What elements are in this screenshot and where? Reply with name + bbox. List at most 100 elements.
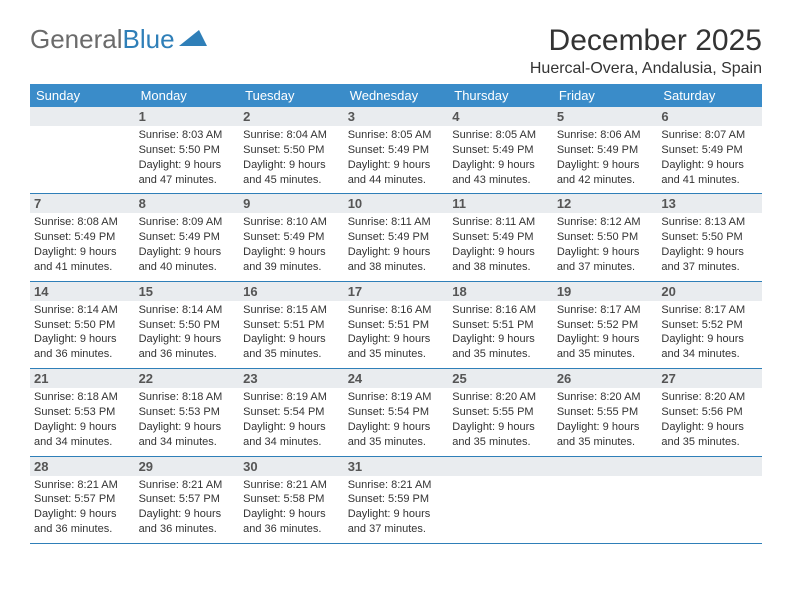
day-number: 12 (553, 194, 658, 213)
day-number: 2 (239, 107, 344, 126)
day-details: Sunrise: 8:16 AMSunset: 5:51 PMDaylight:… (344, 301, 449, 368)
calendar-cell (657, 456, 762, 543)
logo-text-blue: Blue (123, 24, 175, 55)
day-details: Sunrise: 8:13 AMSunset: 5:50 PMDaylight:… (657, 213, 762, 280)
calendar-cell: 3Sunrise: 8:05 AMSunset: 5:49 PMDaylight… (344, 107, 449, 194)
day-number: 29 (135, 457, 240, 476)
day-number: 31 (344, 457, 449, 476)
day-number: 21 (30, 369, 135, 388)
day-details: Sunrise: 8:19 AMSunset: 5:54 PMDaylight:… (344, 388, 449, 455)
calendar-cell: 16Sunrise: 8:15 AMSunset: 5:51 PMDayligh… (239, 281, 344, 368)
day-number: 14 (30, 282, 135, 301)
day-details: Sunrise: 8:10 AMSunset: 5:49 PMDaylight:… (239, 213, 344, 280)
day-number: 15 (135, 282, 240, 301)
logo-text-gray: General (30, 24, 123, 55)
calendar-cell: 2Sunrise: 8:04 AMSunset: 5:50 PMDaylight… (239, 107, 344, 194)
day-number: 18 (448, 282, 553, 301)
day-number: 19 (553, 282, 658, 301)
calendar-cell: 23Sunrise: 8:19 AMSunset: 5:54 PMDayligh… (239, 369, 344, 456)
day-number: 7 (30, 194, 135, 213)
day-number: 17 (344, 282, 449, 301)
day-details: Sunrise: 8:16 AMSunset: 5:51 PMDaylight:… (448, 301, 553, 368)
day-details: Sunrise: 8:06 AMSunset: 5:49 PMDaylight:… (553, 126, 658, 193)
day-details: Sunrise: 8:11 AMSunset: 5:49 PMDaylight:… (448, 213, 553, 280)
day-number: 27 (657, 369, 762, 388)
day-details: Sunrise: 8:21 AMSunset: 5:58 PMDaylight:… (239, 476, 344, 543)
weekday-header: Friday (553, 84, 658, 107)
calendar-cell: 12Sunrise: 8:12 AMSunset: 5:50 PMDayligh… (553, 194, 658, 281)
calendar-header-row: SundayMondayTuesdayWednesdayThursdayFrid… (30, 84, 762, 107)
calendar-cell: 19Sunrise: 8:17 AMSunset: 5:52 PMDayligh… (553, 281, 658, 368)
calendar-cell: 17Sunrise: 8:16 AMSunset: 5:51 PMDayligh… (344, 281, 449, 368)
day-number: 22 (135, 369, 240, 388)
weekday-header: Monday (135, 84, 240, 107)
day-number: 4 (448, 107, 553, 126)
day-details: Sunrise: 8:05 AMSunset: 5:49 PMDaylight:… (344, 126, 449, 193)
day-number: 13 (657, 194, 762, 213)
header: GeneralBlue December 2025 Huercal-Overa,… (30, 24, 762, 78)
calendar-cell: 30Sunrise: 8:21 AMSunset: 5:58 PMDayligh… (239, 456, 344, 543)
calendar-cell (30, 107, 135, 194)
day-details: Sunrise: 8:15 AMSunset: 5:51 PMDaylight:… (239, 301, 344, 368)
day-number: 16 (239, 282, 344, 301)
logo: GeneralBlue (30, 24, 207, 55)
day-details: Sunrise: 8:08 AMSunset: 5:49 PMDaylight:… (30, 213, 135, 280)
daynum-empty (30, 107, 135, 126)
calendar-cell: 1Sunrise: 8:03 AMSunset: 5:50 PMDaylight… (135, 107, 240, 194)
calendar-cell: 31Sunrise: 8:21 AMSunset: 5:59 PMDayligh… (344, 456, 449, 543)
weekday-header: Wednesday (344, 84, 449, 107)
calendar-cell (448, 456, 553, 543)
day-details: Sunrise: 8:12 AMSunset: 5:50 PMDaylight:… (553, 213, 658, 280)
calendar-cell: 10Sunrise: 8:11 AMSunset: 5:49 PMDayligh… (344, 194, 449, 281)
calendar-cell: 13Sunrise: 8:13 AMSunset: 5:50 PMDayligh… (657, 194, 762, 281)
calendar-cell: 5Sunrise: 8:06 AMSunset: 5:49 PMDaylight… (553, 107, 658, 194)
daynum-empty (553, 457, 658, 476)
day-details: Sunrise: 8:21 AMSunset: 5:57 PMDaylight:… (30, 476, 135, 543)
location: Huercal-Overa, Andalusia, Spain (530, 60, 762, 78)
day-number: 8 (135, 194, 240, 213)
day-number: 10 (344, 194, 449, 213)
day-number: 24 (344, 369, 449, 388)
month-title: December 2025 (530, 24, 762, 58)
day-details: Sunrise: 8:14 AMSunset: 5:50 PMDaylight:… (135, 301, 240, 368)
day-details: Sunrise: 8:18 AMSunset: 5:53 PMDaylight:… (135, 388, 240, 455)
day-number: 3 (344, 107, 449, 126)
day-details: Sunrise: 8:17 AMSunset: 5:52 PMDaylight:… (657, 301, 762, 368)
calendar-body: 1Sunrise: 8:03 AMSunset: 5:50 PMDaylight… (30, 107, 762, 543)
daytext-empty (448, 476, 553, 536)
day-details: Sunrise: 8:04 AMSunset: 5:50 PMDaylight:… (239, 126, 344, 193)
calendar-cell: 11Sunrise: 8:11 AMSunset: 5:49 PMDayligh… (448, 194, 553, 281)
daytext-empty (553, 476, 658, 536)
calendar-cell: 28Sunrise: 8:21 AMSunset: 5:57 PMDayligh… (30, 456, 135, 543)
calendar-cell: 4Sunrise: 8:05 AMSunset: 5:49 PMDaylight… (448, 107, 553, 194)
day-details: Sunrise: 8:17 AMSunset: 5:52 PMDaylight:… (553, 301, 658, 368)
day-details: Sunrise: 8:19 AMSunset: 5:54 PMDaylight:… (239, 388, 344, 455)
day-details: Sunrise: 8:20 AMSunset: 5:55 PMDaylight:… (553, 388, 658, 455)
day-number: 30 (239, 457, 344, 476)
calendar-cell: 15Sunrise: 8:14 AMSunset: 5:50 PMDayligh… (135, 281, 240, 368)
calendar-cell: 24Sunrise: 8:19 AMSunset: 5:54 PMDayligh… (344, 369, 449, 456)
day-details: Sunrise: 8:07 AMSunset: 5:49 PMDaylight:… (657, 126, 762, 193)
day-number: 23 (239, 369, 344, 388)
day-details: Sunrise: 8:03 AMSunset: 5:50 PMDaylight:… (135, 126, 240, 193)
calendar-cell (553, 456, 658, 543)
calendar-cell: 25Sunrise: 8:20 AMSunset: 5:55 PMDayligh… (448, 369, 553, 456)
calendar-cell: 14Sunrise: 8:14 AMSunset: 5:50 PMDayligh… (30, 281, 135, 368)
day-number: 28 (30, 457, 135, 476)
day-details: Sunrise: 8:21 AMSunset: 5:57 PMDaylight:… (135, 476, 240, 543)
weekday-header: Thursday (448, 84, 553, 107)
day-details: Sunrise: 8:11 AMSunset: 5:49 PMDaylight:… (344, 213, 449, 280)
day-number: 11 (448, 194, 553, 213)
calendar-cell: 6Sunrise: 8:07 AMSunset: 5:49 PMDaylight… (657, 107, 762, 194)
day-details: Sunrise: 8:20 AMSunset: 5:56 PMDaylight:… (657, 388, 762, 455)
calendar-cell: 20Sunrise: 8:17 AMSunset: 5:52 PMDayligh… (657, 281, 762, 368)
day-number: 1 (135, 107, 240, 126)
calendar-cell: 22Sunrise: 8:18 AMSunset: 5:53 PMDayligh… (135, 369, 240, 456)
day-details: Sunrise: 8:21 AMSunset: 5:59 PMDaylight:… (344, 476, 449, 543)
title-block: December 2025 Huercal-Overa, Andalusia, … (530, 24, 762, 78)
daytext-empty (30, 126, 135, 186)
calendar-cell: 29Sunrise: 8:21 AMSunset: 5:57 PMDayligh… (135, 456, 240, 543)
daynum-empty (657, 457, 762, 476)
calendar-cell: 26Sunrise: 8:20 AMSunset: 5:55 PMDayligh… (553, 369, 658, 456)
day-number: 26 (553, 369, 658, 388)
